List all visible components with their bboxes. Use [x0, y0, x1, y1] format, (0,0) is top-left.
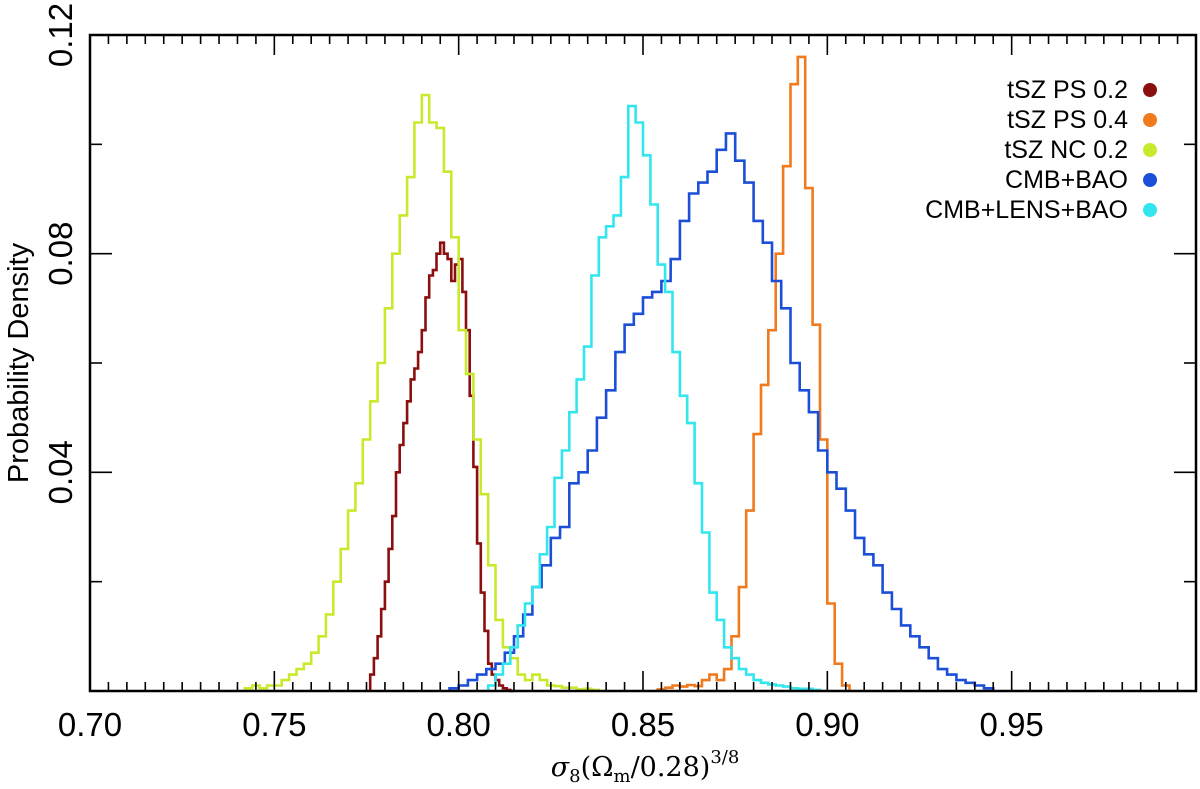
- y-tick-label: 0.04: [42, 440, 79, 504]
- legend-label: tSZ NC 0.2: [1004, 136, 1128, 164]
- series-line-2: [243, 93, 601, 692]
- legend-marker: [1143, 83, 1157, 97]
- x-axis-label-mid: /0.28): [631, 752, 711, 783]
- y-tick-label: 0.12: [42, 3, 79, 67]
- series-line-1: [656, 55, 851, 691]
- legend-marker: [1143, 173, 1157, 187]
- legend-label: CMB+BAO: [1005, 166, 1128, 194]
- legend-marker: [1143, 113, 1157, 127]
- legend-marker: [1143, 203, 1157, 217]
- x-axis-label-sub8: 8: [569, 766, 580, 787]
- y-axis-label: Probability Density: [3, 242, 35, 483]
- x-axis-label-sup: 3/8: [710, 747, 739, 768]
- legend-label: tSZ PS 0.2: [1007, 76, 1128, 104]
- series-line-3: [448, 132, 995, 691]
- x-axis-label-sigma: σ: [551, 752, 571, 783]
- x-axis-label: σ8(Ωm/0.28)3/8: [551, 747, 740, 787]
- legend-label: tSZ PS 0.4: [1007, 106, 1128, 134]
- x-axis-label-subm: m: [614, 766, 631, 787]
- y-tick-label: 0.08: [42, 222, 79, 286]
- series-line-4: [486, 104, 822, 692]
- legend-marker: [1143, 143, 1157, 157]
- x-tick-label: 0.70: [58, 706, 122, 743]
- x-tick-label: 0.75: [242, 706, 306, 743]
- ticks-layer: 0.70 0.75 0.80 0.85 0.90 0.95 0.04 0.08 0.12: [42, 3, 1197, 743]
- series-line-0: [368, 241, 514, 693]
- x-tick-label: 0.90: [795, 706, 859, 743]
- legend-label: CMB+LENS+BAO: [925, 196, 1128, 224]
- x-tick-label: 0.85: [611, 706, 675, 743]
- x-tick-label: 0.80: [427, 706, 491, 743]
- x-axis-label-open: (Ω: [581, 752, 614, 783]
- x-tick-label: 0.95: [980, 706, 1044, 743]
- series-layer: [243, 55, 995, 693]
